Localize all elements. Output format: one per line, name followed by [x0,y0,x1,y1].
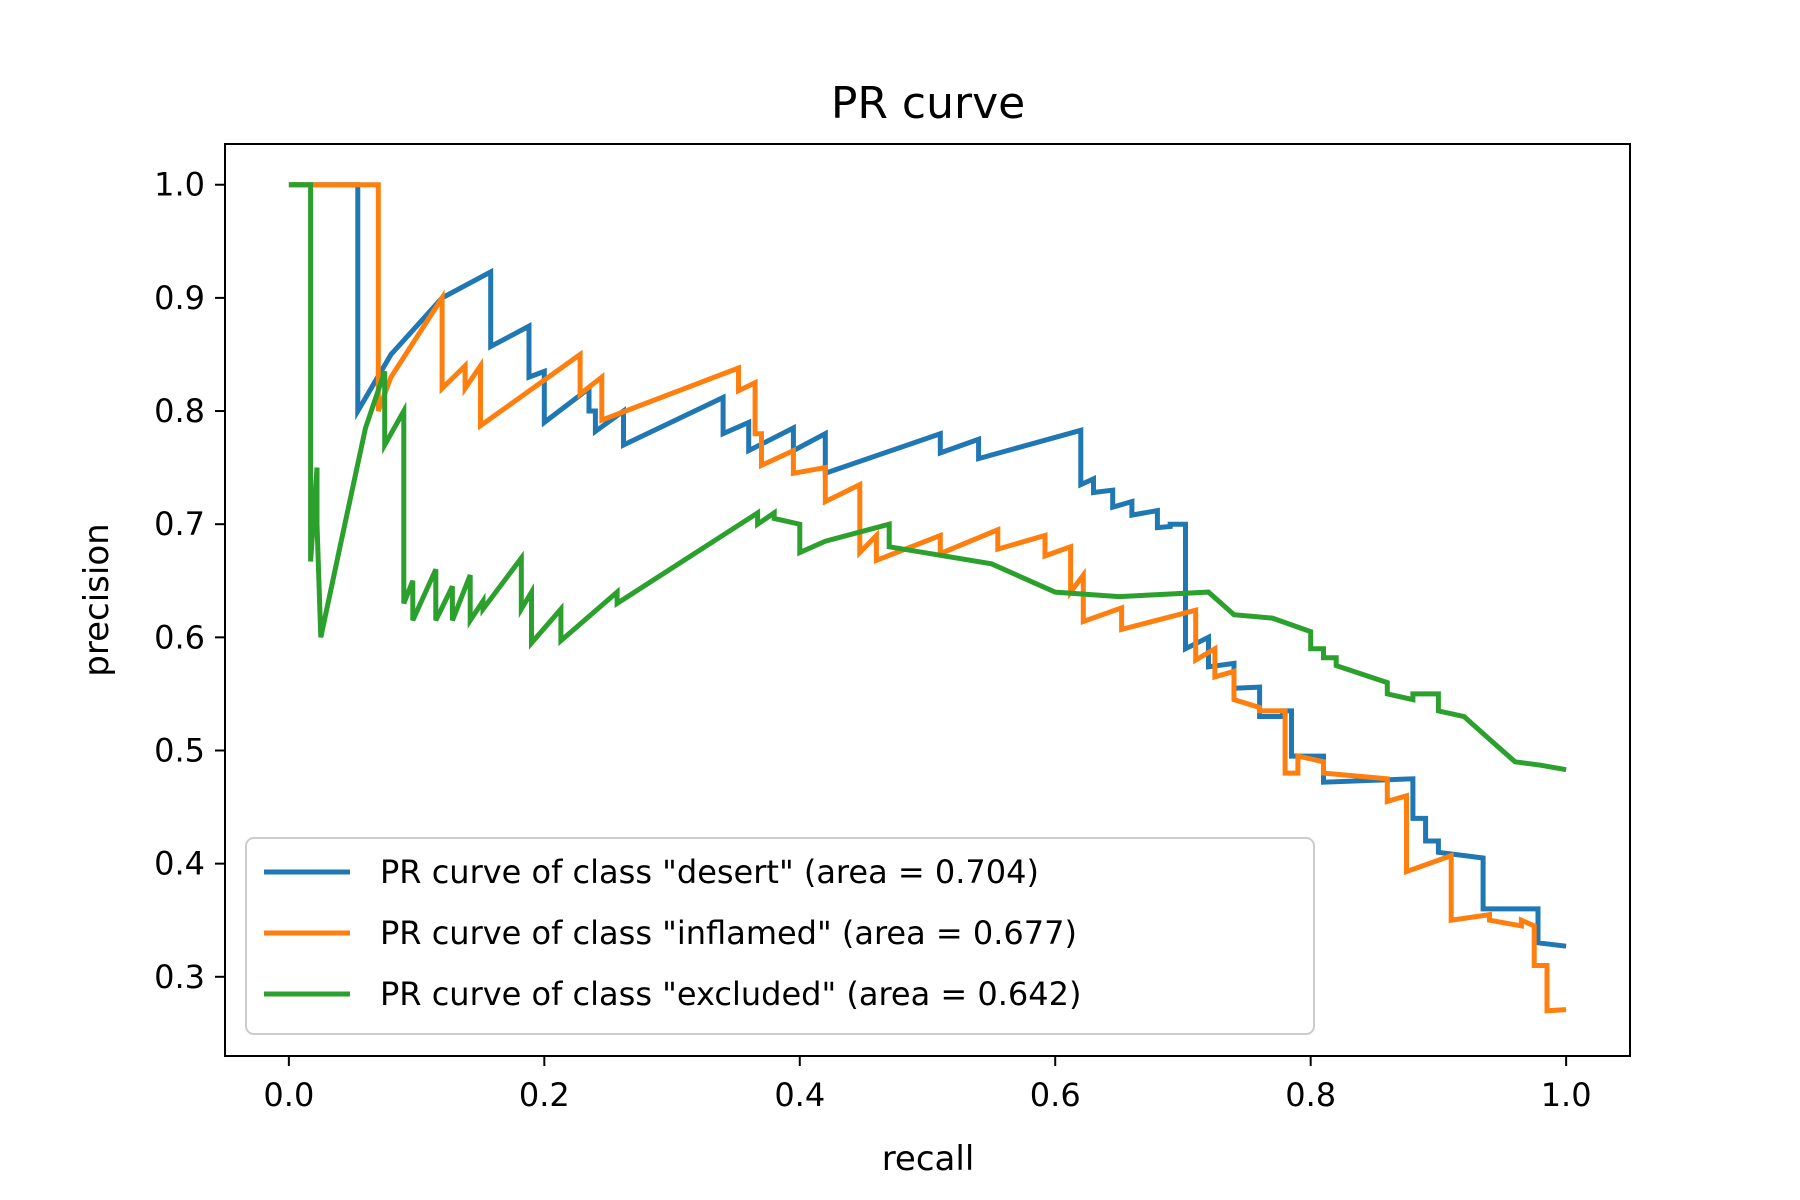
y-tick-label: 0.8 [154,392,205,430]
legend-label-1: PR curve of class "inflamed" (area = 0.6… [380,914,1077,952]
legend-box [245,837,1315,1035]
y-tick-label: 0.3 [154,958,205,996]
y-axis-label: precision [77,523,117,676]
x-tick-label: 1.0 [1541,1076,1592,1114]
plot-frame [224,143,1631,1057]
legend-entries: PR curve of class "desert" (area = 0.704… [264,853,1081,1013]
y-tick-label: 0.4 [154,845,205,883]
y-tick-label: 0.5 [154,731,205,769]
y-tick-label: 0.7 [154,505,205,543]
legend: PR curve of class "desert" (area = 0.704… [245,837,1315,1035]
series-line-2 [288,182,1567,773]
y-tick-label: 0.6 [154,618,205,656]
series-line-1 [288,182,1567,1014]
x-axis-label: recall [882,1139,975,1179]
y-tick-label: 1.0 [154,166,205,204]
legend-label-2: PR curve of class "excluded" (area = 0.6… [380,975,1081,1013]
x-tick-label: 0.0 [263,1076,314,1114]
x-tick-label: 0.2 [519,1076,570,1114]
series-layer [288,182,1567,1014]
y-axis: 0.3 0.4 0.5 0.6 0.7 0.8 0.9 1.0 [154,166,225,996]
x-tick-label: 0.6 [1030,1076,1081,1114]
x-tick-label: 0.4 [774,1076,825,1114]
chart-title: PR curve [831,78,1025,129]
x-tick-label: 0.8 [1285,1076,1336,1114]
y-tick-label: 0.9 [154,279,205,317]
x-axis: 0.0 0.2 0.4 0.6 0.8 1.0 [263,1056,1592,1114]
legend-label-0: PR curve of class "desert" (area = 0.704… [380,853,1039,891]
